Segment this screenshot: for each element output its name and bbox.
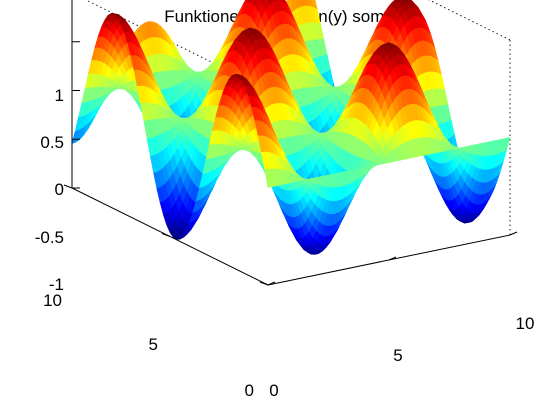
x-tick-label: 0: [269, 381, 278, 400]
x-tick-label: 10: [516, 314, 535, 333]
z-tick-label: 0: [55, 180, 64, 199]
x-tick-mark: [509, 231, 518, 236]
surface-patch: [259, 0, 265, 4]
x-tick-mark: [267, 281, 276, 286]
y-tick-mark: [63, 184, 73, 189]
z-tick-label: -0.5: [35, 228, 64, 247]
y-tick-label: 10: [43, 291, 62, 310]
surface-patch: [264, 168, 273, 188]
x-axis-ticks: 0 5 10: [269, 314, 534, 400]
x-tick-label: 5: [393, 346, 402, 365]
y-axis-ticks: 10 5 0: [43, 291, 254, 400]
z-tick-label: -1: [49, 275, 64, 294]
surface-plot: [71, 0, 511, 255]
x-tick-mark: [388, 256, 397, 261]
z-tick-label: 1: [55, 86, 64, 105]
y-tick-label: 5: [149, 335, 158, 354]
z-tick-label: 0.5: [40, 133, 64, 152]
axes-front-box: [63, 0, 518, 286]
y-tick-mark: [161, 233, 171, 237]
y-tick-label: 0: [245, 381, 254, 400]
z-axis-ticks: 1 0.5 0 -0.5 -1: [35, 86, 64, 294]
y-tick-mark: [259, 281, 269, 286]
box-edge: [428, 0, 511, 41]
